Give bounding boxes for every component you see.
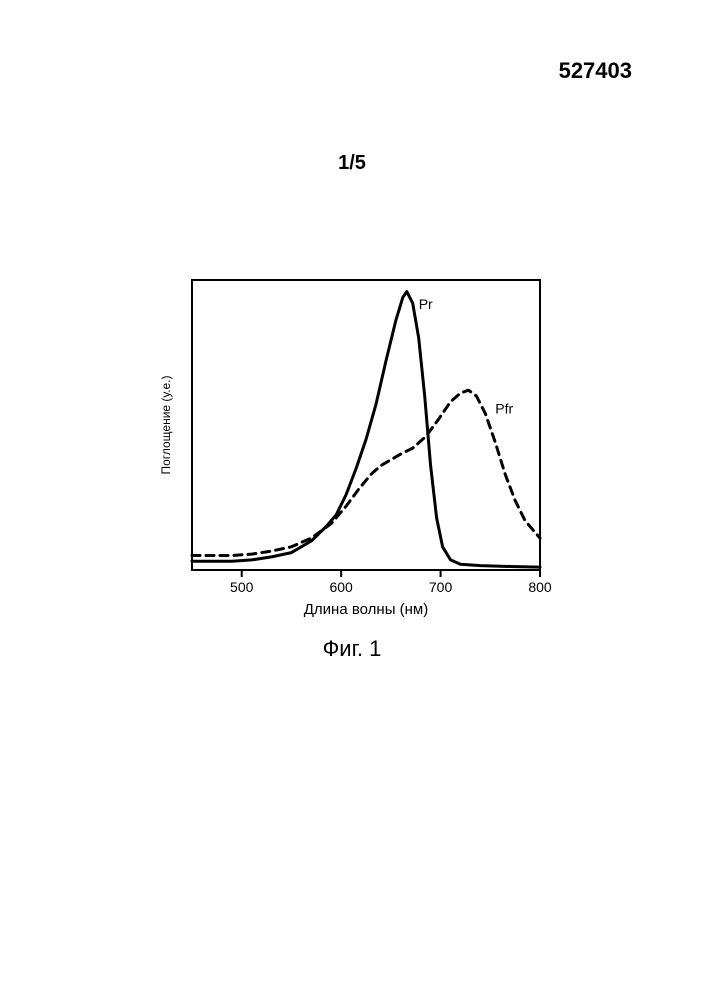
- x-axis-label: Длина волны (нм): [304, 601, 428, 618]
- x-tick-label: 800: [528, 579, 552, 595]
- x-tick-label: 600: [329, 579, 353, 595]
- chart-container: 500 600 700 800 Длина волны (нм) Поглощение (…: [152, 270, 552, 630]
- y-axis-label: Поглощение (у.е.): [159, 375, 173, 474]
- page: 527403 1/5 500 600 700 800 Длина волны (нм) П…: [0, 0, 704, 1000]
- series-label-Pr: Pr: [419, 296, 433, 312]
- page-number: 1/5: [338, 152, 366, 175]
- document-number: 527403: [559, 58, 632, 84]
- absorption-chart: 500 600 700 800 Длина волны (нм) Поглощение (…: [152, 270, 552, 630]
- x-tick-label: 500: [230, 579, 254, 595]
- x-tick-label: 700: [429, 579, 453, 595]
- figure-caption: Фиг. 1: [323, 636, 382, 662]
- series-label-Pfr: Pfr: [495, 400, 513, 416]
